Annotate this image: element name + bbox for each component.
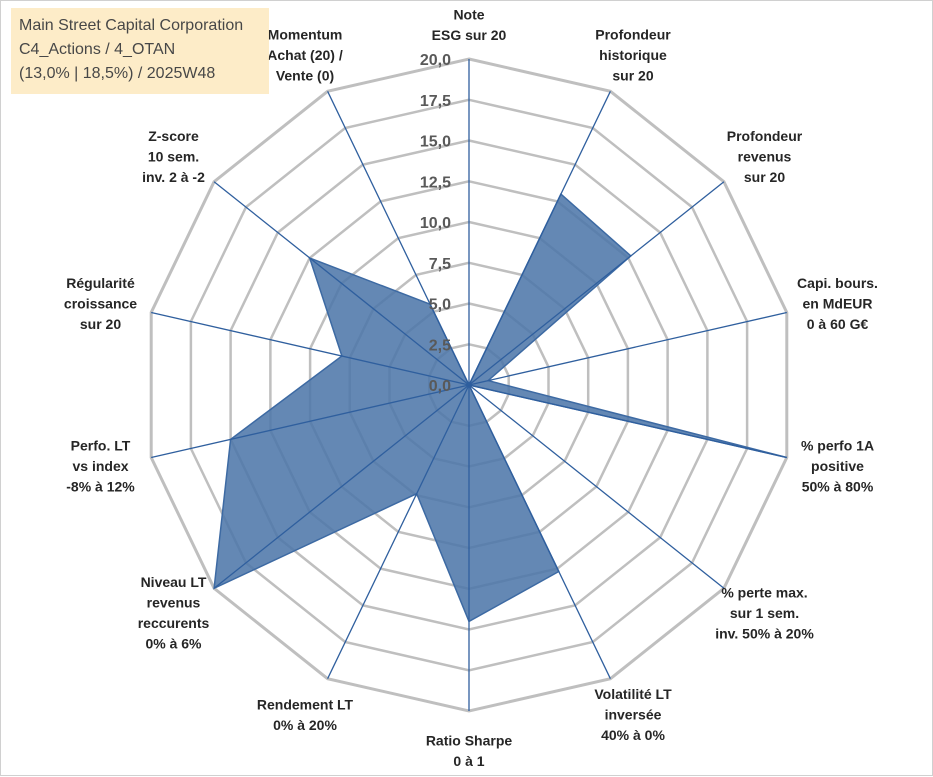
- axis-spoke-1: [468, 91, 611, 386]
- axis-label-2: Profondeur revenus sur 20: [727, 128, 803, 185]
- axis-label-line: Ratio Sharpe: [426, 733, 513, 749]
- axis-label-line: Vente (0): [276, 68, 334, 84]
- axis-label-1: Profondeur historique sur 20: [595, 27, 671, 84]
- tick-label-0: 0,0: [429, 378, 451, 395]
- axis-label-line: historique: [599, 47, 667, 63]
- axis-label-12: Z-score 10 sem. inv. 2 à -2: [142, 128, 205, 185]
- axis-spoke-10: [151, 384, 470, 459]
- axis-spoke-12: [213, 181, 470, 386]
- axis-label-line: Profondeur: [727, 128, 803, 144]
- axis-label-line: 50% à 80%: [802, 479, 874, 495]
- axis-spoke-8: [327, 384, 470, 679]
- tick-label-5: 12,5: [420, 174, 451, 191]
- axis-label-line: revenus: [147, 595, 201, 611]
- axis-label-line: Capi. bours.: [797, 275, 878, 291]
- axis-label-line: en MdEUR: [803, 295, 873, 311]
- axis-label-line: croissance: [64, 295, 137, 311]
- axis-label-line: sur 20: [612, 68, 653, 84]
- axis-label-line: % perte max.: [721, 584, 807, 600]
- axis-label-line: Achat (20) /: [267, 47, 343, 63]
- axis-label-line: Niveau LT: [141, 574, 207, 590]
- axis-spokes: [151, 59, 787, 711]
- axis-label-line: Régularité: [66, 275, 135, 291]
- stats-label: (13,0% | 18,5%) / 2025W48: [19, 65, 216, 82]
- axis-label-line: -8% à 12%: [66, 479, 135, 495]
- axis-label-line: ESG sur 20: [432, 27, 507, 43]
- axis-spoke-11: [151, 311, 470, 386]
- axis-label-line: positive: [811, 458, 864, 474]
- axis-label-10: Perfo. LT vs index -8% à 12%: [66, 438, 135, 495]
- axis-label-line: inv. 2 à -2: [142, 169, 205, 185]
- classification-label: C4_Actions / 4_OTAN: [19, 41, 176, 58]
- tick-label-8: 20,0: [420, 52, 451, 69]
- tick-label-7: 17,5: [420, 93, 451, 110]
- axis-label-4: % perfo 1A positive 50% à 80%: [801, 438, 874, 495]
- axis-label-line: revenus: [738, 149, 792, 165]
- tick-label-1: 2,5: [429, 337, 451, 354]
- axis-label-line: 0 à 1: [453, 753, 484, 769]
- axis-label-line: Volatilité LT: [594, 686, 672, 702]
- axis-spoke-4: [468, 384, 787, 459]
- axis-label-line: sur 1 sem.: [730, 605, 799, 621]
- axis-label-7: Ratio Sharpe 0 à 1: [426, 733, 513, 770]
- radial-tick-labels: 0,0 2,5 5,0 7,5 10,0 12,5 15,0 17,5 20,0: [420, 52, 451, 395]
- axis-label-line: Perfo. LT: [71, 438, 131, 454]
- axis-label-5: % perte max. sur 1 sem. inv. 50% à 20%: [715, 584, 814, 641]
- axis-label-line: 0% à 20%: [273, 717, 337, 733]
- axis-label-11: Régularité croissance sur 20: [64, 275, 137, 332]
- axis-label-line: Momentum: [268, 27, 343, 43]
- axis-labels: Note ESG sur 20 Profondeur historique sur 20…: [64, 7, 878, 770]
- info-box: Main Street Capital Corporation C4_Actio…: [11, 8, 269, 94]
- axis-label-line: inversée: [605, 707, 662, 723]
- axis-label-9: Niveau LT revenus reccurents 0% à 6%: [138, 574, 210, 652]
- axis-label-line: Rendement LT: [257, 696, 354, 712]
- series-polygon: [213, 192, 787, 623]
- axis-label-line: Z-score: [148, 128, 199, 144]
- axis-label-line: 10 sem.: [148, 149, 199, 165]
- axis-spoke-3: [468, 311, 787, 386]
- axis-label-line: % perfo 1A: [801, 438, 874, 454]
- axis-spoke-6: [468, 384, 611, 679]
- axis-label-line: 40% à 0%: [601, 727, 665, 743]
- tick-label-4: 10,0: [420, 215, 451, 232]
- tick-label-6: 15,0: [420, 134, 451, 151]
- axis-label-line: sur 20: [80, 316, 121, 332]
- axis-spoke-9: [213, 384, 470, 589]
- axis-label-line: 0 à 60 G€: [807, 316, 869, 332]
- axis-label-line: vs index: [72, 458, 128, 474]
- axis-label-3: Capi. bours. en MdEUR 0 à 60 G€: [797, 275, 878, 332]
- tick-label-2: 5,0: [429, 297, 451, 314]
- axis-spoke-5: [468, 384, 725, 589]
- axis-label-line: inv. 50% à 20%: [715, 625, 814, 641]
- axis-label-line: reccurents: [138, 615, 210, 631]
- axis-label-13: Momentum Achat (20) / Vente (0): [267, 27, 343, 84]
- axis-spoke-2: [468, 181, 725, 386]
- axis-label-line: Profondeur: [595, 27, 671, 43]
- axis-label-0: Note ESG sur 20: [432, 7, 507, 44]
- series-area: [213, 192, 787, 623]
- tick-label-3: 7,5: [429, 256, 451, 273]
- axis-label-8: Rendement LT 0% à 20%: [257, 696, 354, 733]
- company-name: Main Street Capital Corporation: [19, 17, 244, 34]
- axis-spoke-13: [327, 91, 470, 386]
- axis-label-line: 0% à 6%: [145, 636, 202, 652]
- axis-label-6: Volatilité LT inversée 40% à 0%: [594, 686, 672, 743]
- axis-label-line: Note: [453, 7, 484, 23]
- axis-label-line: sur 20: [744, 169, 785, 185]
